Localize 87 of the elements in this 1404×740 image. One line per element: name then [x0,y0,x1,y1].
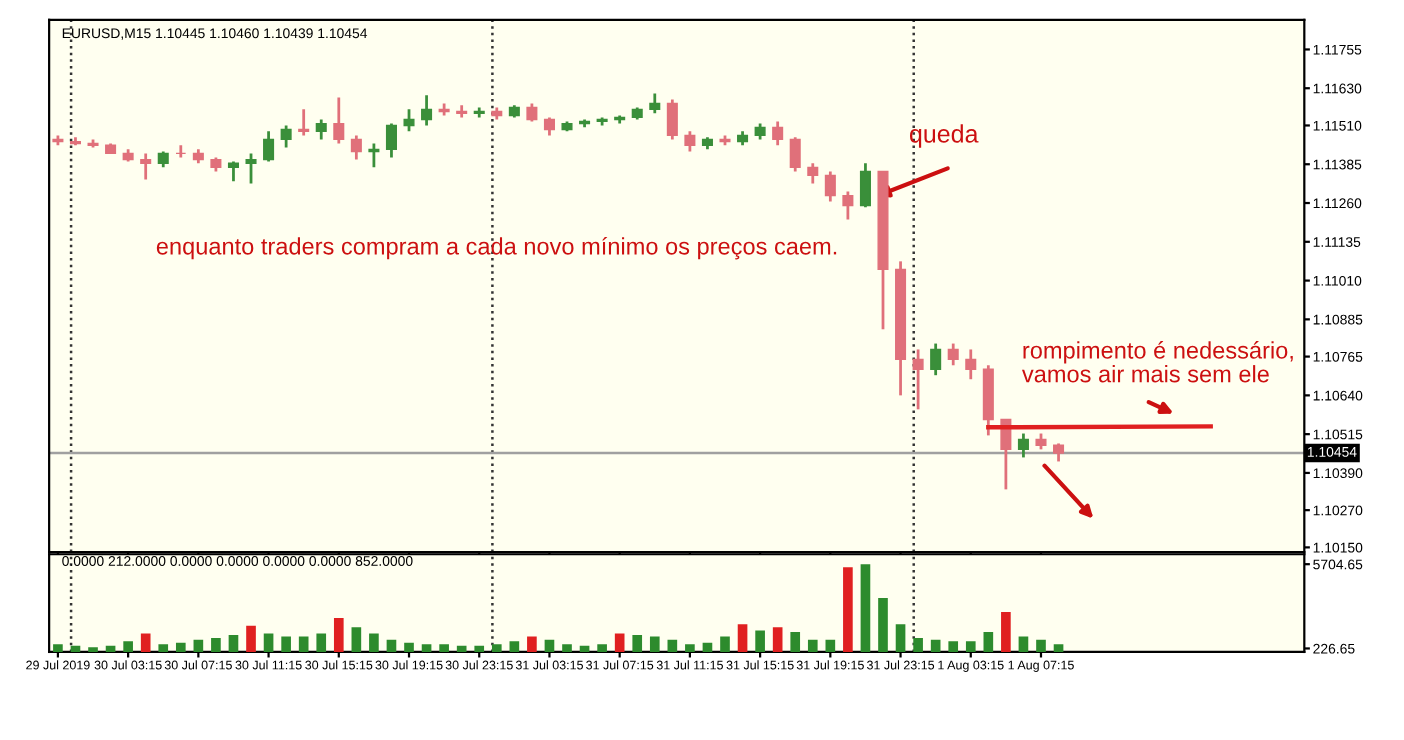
candlestick [965,348,977,381]
candlestick [824,169,836,203]
bar [1001,611,1011,652]
candlestick [772,120,784,147]
annotation: rompimento é nedessário, vamos air mais sem ele [1021,341,1293,383]
bar [228,635,239,652]
candlestick [403,107,415,133]
bar [351,627,362,652]
candlestick [684,129,696,153]
candlestick [298,107,310,137]
bar [965,641,976,652]
candlestick [789,135,801,173]
bar [825,639,836,652]
bar [491,644,502,652]
bar [298,636,309,652]
bar [579,645,590,652]
bar [1018,636,1029,652]
bar [930,639,941,652]
candlestick [912,348,924,411]
candlestick [175,143,187,159]
bar [175,642,186,652]
bar [316,633,327,652]
bar [53,644,63,652]
bar [649,636,660,652]
bar [597,644,607,652]
candlestick [140,151,152,181]
candlestick [350,134,362,161]
bar [702,642,713,652]
bar [544,639,555,652]
bar [860,564,871,652]
bar [439,644,449,652]
bar [404,642,414,652]
bar [140,633,151,652]
bar [456,645,467,652]
bar [614,633,625,652]
bar [913,638,923,652]
bar [123,641,133,652]
candlestick [245,151,257,185]
bar [790,631,801,652]
bar [843,567,853,652]
bar [158,644,169,652]
bar [878,598,888,652]
candlestick [263,129,275,163]
bar [333,618,344,652]
bar [737,624,748,652]
candlestick [385,122,397,159]
bar [369,633,379,652]
candlestick [930,342,942,377]
bar [281,636,291,652]
annotation: enquanto traders compram a cada novo mínimo os preços caem. [156,237,837,260]
bar [632,635,643,652]
candlestick [421,93,433,127]
candlestick [227,160,239,183]
candlestick [1017,432,1029,459]
candlestick [807,161,819,185]
bar [527,636,537,652]
candlestick [333,96,345,145]
bar [386,639,397,652]
candlestick [315,118,327,141]
candlestick [842,190,854,221]
annotation: queda [909,124,979,148]
bar [772,627,783,652]
bar [667,639,678,652]
bar [755,630,765,652]
bar [685,644,695,652]
bar [720,636,730,652]
bar [807,639,818,652]
bar [474,645,485,652]
candlestick [666,98,678,141]
bar [1036,639,1046,652]
bar [1053,644,1064,652]
bar [70,645,81,652]
candlestick [649,92,661,115]
bar [263,633,274,652]
bar [562,644,572,652]
bar [193,639,204,652]
bar [105,645,116,652]
bar [983,631,994,652]
bar [948,641,959,652]
bar [211,638,221,652]
candlestick [947,342,959,367]
bar [895,624,906,652]
bar [421,644,432,652]
bar [509,641,520,652]
bar [246,625,256,652]
candlestick [280,124,292,149]
candlestick [859,161,871,209]
